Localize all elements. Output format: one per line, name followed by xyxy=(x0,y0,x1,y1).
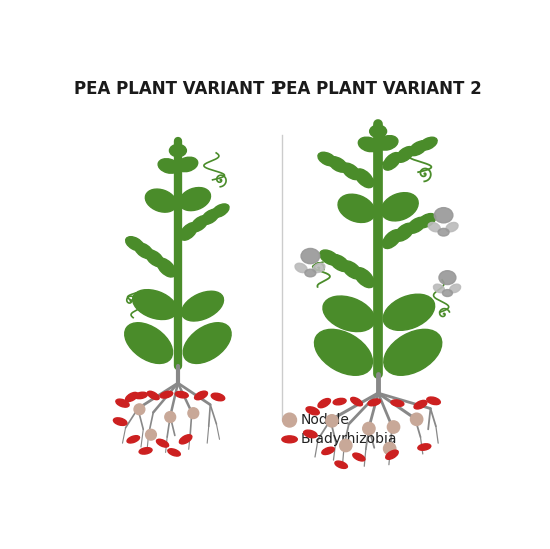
Text: Nodule: Nodule xyxy=(301,413,350,427)
Circle shape xyxy=(340,439,352,452)
Ellipse shape xyxy=(386,450,398,460)
Ellipse shape xyxy=(182,291,223,321)
Ellipse shape xyxy=(211,393,225,401)
Ellipse shape xyxy=(113,418,127,425)
Text: PEA PLANT VARIANT 2: PEA PLANT VARIANT 2 xyxy=(274,80,482,98)
Ellipse shape xyxy=(450,284,460,293)
Ellipse shape xyxy=(351,397,362,406)
Ellipse shape xyxy=(195,391,207,400)
Ellipse shape xyxy=(394,223,414,241)
Ellipse shape xyxy=(135,243,153,259)
Ellipse shape xyxy=(322,447,334,455)
Ellipse shape xyxy=(313,263,325,273)
Ellipse shape xyxy=(318,152,337,166)
Ellipse shape xyxy=(125,393,138,401)
Ellipse shape xyxy=(414,400,427,409)
Ellipse shape xyxy=(368,399,381,406)
Ellipse shape xyxy=(328,156,348,172)
Ellipse shape xyxy=(160,391,173,398)
Ellipse shape xyxy=(335,461,348,468)
Ellipse shape xyxy=(342,163,360,180)
Ellipse shape xyxy=(201,209,219,225)
Ellipse shape xyxy=(135,392,147,399)
Ellipse shape xyxy=(156,439,169,447)
Circle shape xyxy=(188,408,199,418)
Ellipse shape xyxy=(157,258,176,277)
Ellipse shape xyxy=(295,263,307,273)
Text: Bradyrhizobia: Bradyrhizobia xyxy=(301,432,398,446)
Ellipse shape xyxy=(333,399,346,405)
Ellipse shape xyxy=(158,159,179,173)
Ellipse shape xyxy=(127,436,140,443)
Circle shape xyxy=(165,412,175,422)
Ellipse shape xyxy=(145,189,177,212)
Ellipse shape xyxy=(419,137,437,150)
Ellipse shape xyxy=(139,447,152,454)
Ellipse shape xyxy=(168,449,180,456)
Ellipse shape xyxy=(438,228,449,236)
Ellipse shape xyxy=(418,444,431,450)
Ellipse shape xyxy=(305,269,316,277)
Circle shape xyxy=(146,429,156,440)
Ellipse shape xyxy=(212,204,229,217)
Ellipse shape xyxy=(323,296,375,332)
Ellipse shape xyxy=(383,294,434,330)
Ellipse shape xyxy=(147,391,159,400)
Ellipse shape xyxy=(353,453,365,461)
Ellipse shape xyxy=(384,329,442,376)
Ellipse shape xyxy=(133,290,177,320)
Ellipse shape xyxy=(407,217,426,233)
Circle shape xyxy=(134,404,145,414)
Ellipse shape xyxy=(342,261,362,279)
Text: PEA PLANT VARIANT 1: PEA PLANT VARIANT 1 xyxy=(74,80,282,98)
Ellipse shape xyxy=(180,223,197,240)
Ellipse shape xyxy=(355,169,373,188)
Ellipse shape xyxy=(433,284,444,293)
Ellipse shape xyxy=(391,400,404,406)
Ellipse shape xyxy=(427,397,441,405)
Ellipse shape xyxy=(428,222,441,232)
Ellipse shape xyxy=(320,250,339,265)
Ellipse shape xyxy=(116,399,129,407)
Circle shape xyxy=(326,414,338,427)
Ellipse shape xyxy=(183,323,231,363)
Ellipse shape xyxy=(377,136,398,150)
Ellipse shape xyxy=(125,237,144,251)
Ellipse shape xyxy=(146,250,164,267)
Ellipse shape xyxy=(179,435,192,444)
Ellipse shape xyxy=(417,214,436,228)
Ellipse shape xyxy=(306,407,320,415)
Ellipse shape xyxy=(434,208,453,223)
Ellipse shape xyxy=(175,391,188,398)
Ellipse shape xyxy=(381,193,418,221)
Ellipse shape xyxy=(315,329,372,376)
Circle shape xyxy=(387,421,400,433)
Ellipse shape xyxy=(191,216,208,232)
Ellipse shape xyxy=(318,399,331,408)
Circle shape xyxy=(383,442,396,455)
Ellipse shape xyxy=(409,141,427,155)
Ellipse shape xyxy=(282,436,298,443)
Ellipse shape xyxy=(179,188,211,211)
Ellipse shape xyxy=(358,137,379,152)
Ellipse shape xyxy=(304,430,317,438)
Ellipse shape xyxy=(383,153,401,170)
Ellipse shape xyxy=(338,194,375,222)
Circle shape xyxy=(283,413,296,427)
Ellipse shape xyxy=(177,157,198,172)
Circle shape xyxy=(410,413,423,425)
Ellipse shape xyxy=(329,255,350,272)
Ellipse shape xyxy=(446,222,458,232)
Ellipse shape xyxy=(383,229,402,249)
Ellipse shape xyxy=(442,289,453,296)
Ellipse shape xyxy=(301,249,320,264)
Ellipse shape xyxy=(370,125,387,137)
Ellipse shape xyxy=(169,144,186,157)
Ellipse shape xyxy=(439,271,456,284)
Ellipse shape xyxy=(125,323,173,363)
Ellipse shape xyxy=(354,267,374,288)
Circle shape xyxy=(363,422,375,435)
Ellipse shape xyxy=(396,147,414,163)
